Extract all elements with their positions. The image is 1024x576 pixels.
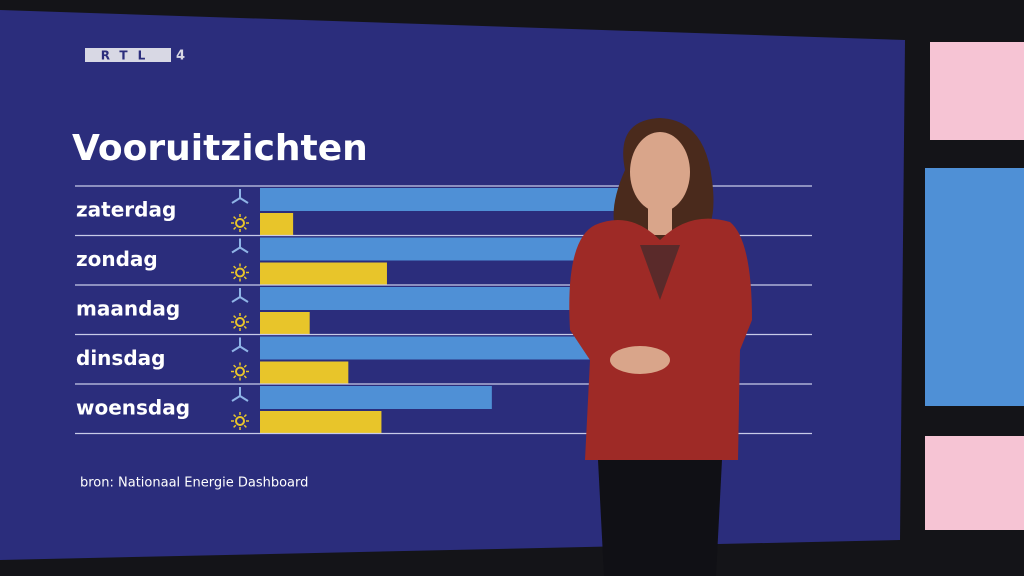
bar xyxy=(260,411,382,433)
neck xyxy=(648,205,672,235)
chart: zaterdag zondag maandag dinsdag woensdag xyxy=(75,185,812,435)
sun-ray xyxy=(233,375,237,379)
row-icons xyxy=(231,189,249,232)
sun-ray xyxy=(233,414,237,418)
sun-ray xyxy=(233,364,237,368)
wind-icon xyxy=(239,395,249,402)
wind-icon xyxy=(231,345,241,353)
category-label: maandag xyxy=(76,297,180,321)
face xyxy=(630,132,690,212)
presenter xyxy=(569,118,752,576)
sun-ray xyxy=(243,414,247,418)
chart-title: Vooruitzichten xyxy=(72,128,368,169)
sun-ray xyxy=(243,226,247,230)
logo-text: RTL xyxy=(101,49,156,63)
bar xyxy=(260,336,647,360)
bar xyxy=(260,386,492,409)
side-panel xyxy=(925,436,1024,530)
source: bron: Nationaal Energie Dashboard xyxy=(80,476,308,491)
category-label: zaterdag xyxy=(76,198,176,222)
bar xyxy=(260,237,647,261)
sun-ray xyxy=(243,325,247,329)
sun-ray xyxy=(243,424,247,428)
sun-ray xyxy=(233,265,237,269)
sun-ray xyxy=(233,315,237,319)
wind-icon xyxy=(231,246,241,254)
wind-icon xyxy=(239,345,249,353)
sun-icon xyxy=(235,267,245,278)
side-panel xyxy=(930,42,1024,140)
sun-ray xyxy=(243,364,247,368)
channel: 4 xyxy=(176,49,185,64)
row-icons xyxy=(231,238,249,282)
side-panel xyxy=(925,168,1024,406)
sun-ray xyxy=(233,276,237,280)
sun-ray xyxy=(243,276,247,280)
hands xyxy=(610,346,670,374)
sun-ray xyxy=(243,315,247,319)
sun-ray xyxy=(233,216,237,220)
bar xyxy=(260,361,349,384)
sun-icon xyxy=(235,366,245,377)
sun-ray xyxy=(233,325,237,329)
sun-ray xyxy=(243,265,247,269)
bar xyxy=(260,213,294,235)
sun-icon xyxy=(235,218,245,228)
jacket xyxy=(569,218,752,460)
category-label: zondag xyxy=(76,247,158,271)
wind-icon xyxy=(239,197,249,204)
wind-icon xyxy=(231,395,241,402)
logo: RTL 4 xyxy=(85,48,185,64)
bar xyxy=(260,188,702,211)
bar xyxy=(260,262,387,285)
row-icons xyxy=(231,288,249,331)
bar xyxy=(260,312,310,334)
category-label: dinsdag xyxy=(76,346,165,370)
sun-icon xyxy=(235,416,245,426)
sun-ray xyxy=(243,375,247,379)
sun-ray xyxy=(243,216,247,220)
row-icons xyxy=(231,337,249,381)
bar xyxy=(260,287,619,310)
row-icons xyxy=(231,387,249,430)
category-label: woensdag xyxy=(76,396,190,420)
sun-icon xyxy=(235,317,245,327)
sun-ray xyxy=(233,226,237,230)
wind-icon xyxy=(239,296,249,303)
wind-icon xyxy=(239,246,249,254)
top xyxy=(640,245,680,300)
sun-ray xyxy=(233,424,237,428)
wind-icon xyxy=(231,296,241,303)
logo-box xyxy=(85,48,171,62)
wind-icon xyxy=(231,197,241,204)
trousers xyxy=(598,460,722,576)
